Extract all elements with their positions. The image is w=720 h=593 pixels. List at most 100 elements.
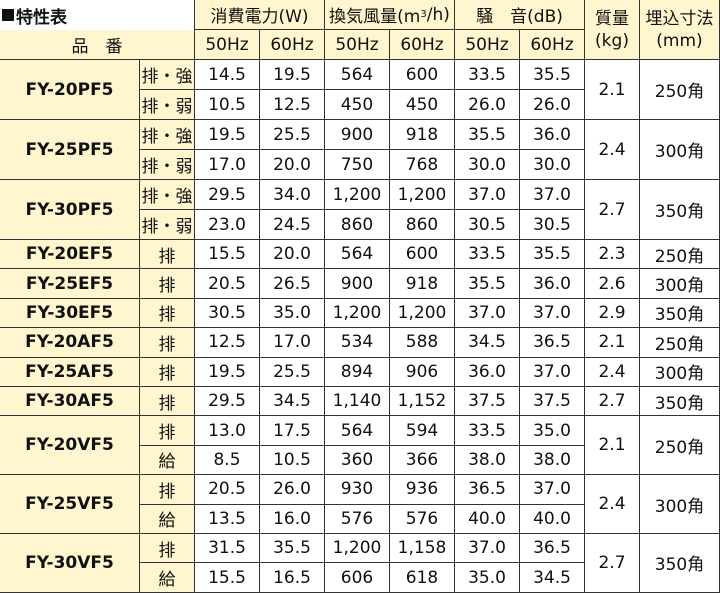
header-airflow-post: /h)	[426, 4, 450, 25]
mode-cell: 排・弱	[140, 210, 195, 240]
value-cell-n50: 37.0	[455, 298, 520, 329]
value-cell-n50: 40.0	[455, 504, 520, 534]
value-cell-n60: 35.5	[520, 240, 585, 270]
mode-cell: 排・弱	[140, 150, 195, 180]
value-cell-a60: 936	[390, 475, 455, 505]
value-cell-a50: 1,200	[325, 180, 390, 210]
cutout-cell: 250角	[640, 60, 720, 120]
model-cell: FY-20EF5	[0, 240, 140, 270]
cutout-cell: 300角	[640, 357, 720, 387]
mode-cell: 排	[140, 534, 195, 564]
value-cell-a60: 768	[390, 150, 455, 180]
value-cell-n50: 30.0	[455, 150, 520, 180]
value-cell-p60: 26.0	[260, 475, 325, 505]
value-cell-n50: 37.0	[455, 180, 520, 210]
value-cell-n50: 33.5	[455, 416, 520, 446]
header-noise-60hz: 60Hz	[520, 30, 585, 60]
value-cell-a50: 860	[325, 210, 390, 240]
header-airflow-60hz: 60Hz	[390, 30, 455, 60]
header-airflow-50hz: 50Hz	[325, 30, 390, 60]
cutout-cell: 250角	[640, 240, 720, 270]
value-cell-p50: 20.5	[195, 269, 260, 299]
value-cell-a60: 1,200	[390, 298, 455, 329]
mass-cell: 2.7	[585, 534, 640, 593]
value-cell-p50: 13.5	[195, 504, 260, 534]
value-cell-n60: 37.5	[520, 387, 585, 417]
value-cell-a50: 576	[325, 504, 390, 534]
value-cell-n60: 40.0	[520, 504, 585, 534]
header-noise: 騒 音(dB)	[455, 0, 585, 30]
value-cell-a60: 918	[390, 120, 455, 150]
value-cell-a50: 534	[325, 328, 390, 358]
header-airflow: 換気風量(m 3/h)	[325, 0, 455, 30]
model-cell: FY-25AF5	[0, 357, 140, 387]
value-cell-a50: 900	[325, 120, 390, 150]
header-cutout: 埋込寸法 (mm)	[640, 0, 720, 60]
value-cell-n50: 37.5	[455, 387, 520, 417]
value-cell-a60: 1,152	[390, 387, 455, 417]
value-cell-p60: 24.5	[260, 210, 325, 240]
value-cell-n50: 33.5	[455, 240, 520, 270]
value-cell-p60: 34.0	[260, 180, 325, 210]
mass-cell: 2.6	[585, 269, 640, 299]
model-cell: FY-25PF5	[0, 120, 140, 180]
header-product: 品 番	[0, 30, 195, 60]
mode-cell: 排	[140, 387, 195, 417]
value-cell-p50: 15.5	[195, 240, 260, 270]
value-cell-p60: 10.5	[260, 445, 325, 476]
value-cell-p50: 13.0	[195, 416, 260, 446]
value-cell-n50: 35.5	[455, 269, 520, 299]
value-cell-p50: 19.5	[195, 357, 260, 387]
value-cell-n60: 36.0	[520, 120, 585, 150]
mass-cell: 2.1	[585, 416, 640, 476]
value-cell-n60: 36.5	[520, 328, 585, 358]
mass-cell: 2.1	[585, 60, 640, 120]
value-cell-p60: 25.5	[260, 120, 325, 150]
value-cell-a60: 594	[390, 416, 455, 446]
value-cell-p50: 17.0	[195, 150, 260, 180]
value-cell-p50: 8.5	[195, 445, 260, 476]
value-cell-p60: 25.5	[260, 357, 325, 387]
mode-cell: 給	[140, 563, 195, 593]
cutout-cell: 350角	[640, 387, 720, 417]
value-cell-n60: 30.5	[520, 210, 585, 240]
table-title: 特性表	[0, 0, 195, 30]
value-cell-n60: 37.0	[520, 180, 585, 210]
header-noise-50hz: 50Hz	[455, 30, 520, 60]
value-cell-a60: 906	[390, 357, 455, 387]
value-cell-n60: 37.0	[520, 298, 585, 329]
model-cell: FY-20VF5	[0, 416, 140, 476]
mode-cell: 排	[140, 298, 195, 329]
header-power: 消費電力(W)	[195, 0, 325, 30]
value-cell-n50: 36.0	[455, 357, 520, 387]
value-cell-p60: 19.5	[260, 60, 325, 90]
header-mass: 質量 (kg)	[585, 0, 640, 60]
mass-cell: 2.9	[585, 298, 640, 329]
value-cell-p60: 17.0	[260, 328, 325, 358]
value-cell-p50: 15.5	[195, 563, 260, 593]
value-cell-p60: 12.5	[260, 90, 325, 120]
model-cell: FY-25EF5	[0, 269, 140, 299]
model-cell: FY-20AF5	[0, 328, 140, 358]
value-cell-a60: 1,158	[390, 534, 455, 564]
value-cell-p60: 35.5	[260, 534, 325, 564]
model-cell: FY-30PF5	[0, 180, 140, 240]
cutout-cell: 300角	[640, 120, 720, 180]
model-cell: FY-20PF5	[0, 60, 140, 120]
value-cell-p50: 12.5	[195, 328, 260, 358]
cutout-cell: 350角	[640, 180, 720, 240]
value-cell-n50: 33.5	[455, 60, 520, 90]
value-cell-p50: 29.5	[195, 387, 260, 417]
value-cell-n60: 37.0	[520, 357, 585, 387]
value-cell-a60: 450	[390, 90, 455, 120]
mass-cell: 2.4	[585, 357, 640, 387]
value-cell-a50: 564	[325, 60, 390, 90]
value-cell-n60: 36.0	[520, 269, 585, 299]
value-cell-n50: 38.0	[455, 445, 520, 476]
mode-cell: 排	[140, 475, 195, 505]
value-cell-p50: 30.5	[195, 298, 260, 329]
value-cell-p60: 20.0	[260, 150, 325, 180]
value-cell-a50: 1,200	[325, 534, 390, 564]
cutout-cell: 250角	[640, 328, 720, 358]
